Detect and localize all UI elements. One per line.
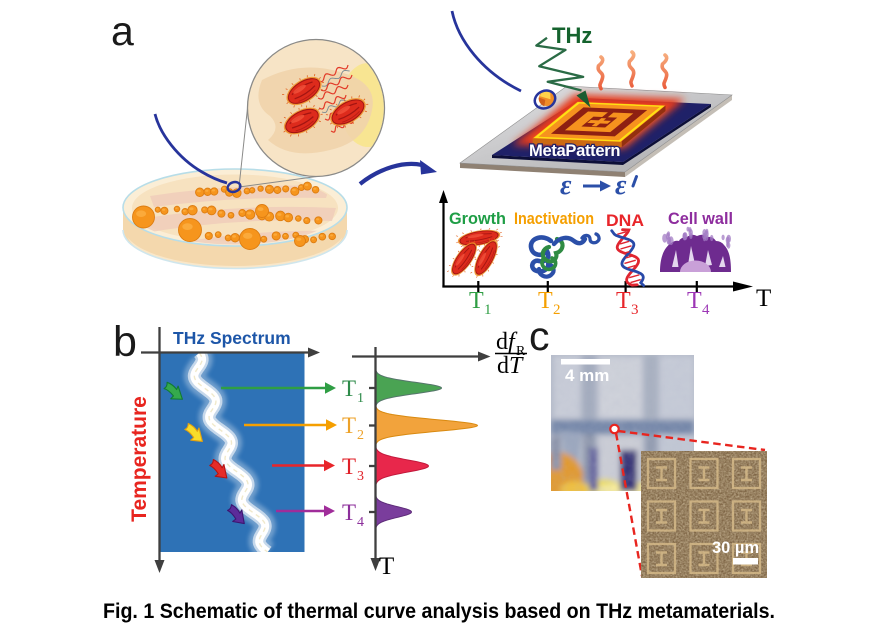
svg-text:3: 3 [357,469,364,484]
svg-text:Temperature: Temperature [128,396,151,522]
svg-text:R: R [516,344,526,359]
svg-text:Growth: Growth [449,209,506,228]
svg-text:b: b [113,318,137,366]
svg-text:T: T [342,454,356,479]
svg-text:T: T [342,413,356,438]
svg-text:T: T [687,288,702,314]
svg-text:THz Spectrum: THz Spectrum [173,328,291,348]
svg-text:Inactivation: Inactivation [514,209,594,228]
svg-text:a: a [111,8,134,54]
svg-text:2: 2 [357,428,364,443]
svg-text:T: T [538,288,553,314]
svg-text:3: 3 [631,302,639,318]
svg-text:1: 1 [357,391,364,406]
svg-text:d: d [496,329,508,355]
svg-text:Cell wall: Cell wall [668,209,733,228]
svg-text:Fig. 1 Schematic of thermal cu: Fig. 1 Schematic of thermal curve analys… [103,600,775,623]
svg-text:T: T [379,553,394,580]
svg-text:THz: THz [552,23,592,48]
svg-text:c: c [529,313,550,359]
svg-text:MetaPattern: MetaPattern [529,142,620,160]
svg-text:T: T [342,500,356,525]
svg-text:T: T [469,288,484,314]
svg-text:4 mm: 4 mm [565,366,609,385]
svg-text:ε: ε [560,170,572,201]
svg-text:f: f [508,329,518,355]
svg-text:T: T [509,353,524,379]
svg-text:ε: ε [615,170,627,201]
svg-text:2: 2 [553,302,561,318]
svg-text:T: T [616,288,631,314]
svg-text:DNA: DNA [606,211,644,230]
svg-text:4: 4 [357,515,364,530]
svg-text:d: d [497,353,509,379]
svg-text:1: 1 [484,302,492,318]
svg-text:30 µm: 30 µm [712,539,759,557]
svg-text:T: T [342,376,356,401]
svg-text:T: T [756,285,771,312]
svg-text:4: 4 [702,302,710,318]
